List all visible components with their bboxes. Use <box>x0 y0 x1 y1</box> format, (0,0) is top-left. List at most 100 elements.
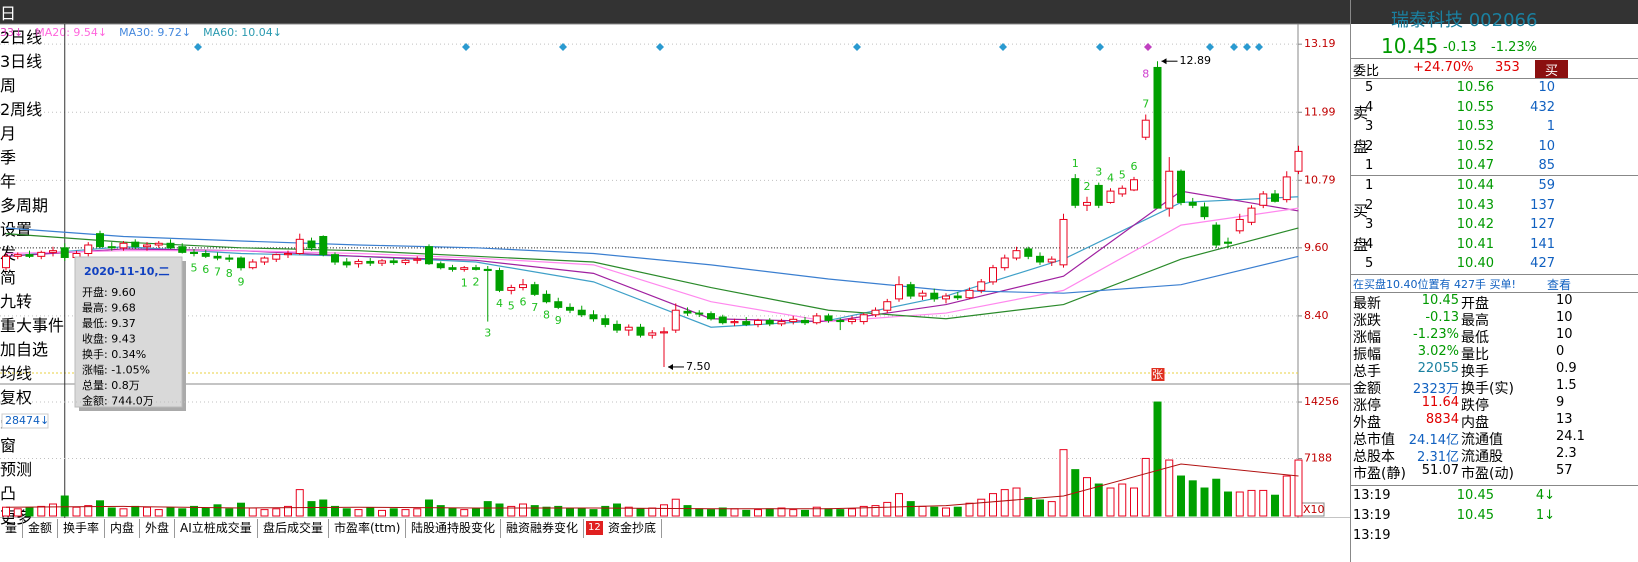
toolbar-button[interactable]: 2日线 <box>0 28 43 47</box>
quote-panel: 瑞泰科技 002066 10.45 -0.13 -1.23% 委比 +24.70% 353 买… <box>1350 0 1638 562</box>
candle-body <box>260 257 269 263</box>
volume-bar <box>707 509 715 517</box>
event-marker <box>1096 43 1104 51</box>
candle-body <box>695 312 704 315</box>
bottom-tab[interactable]: 陆股通持股变化 <box>406 519 502 538</box>
candle-body <box>895 284 903 300</box>
stat-value: -1.23% <box>1413 327 1459 342</box>
candle-body <box>1012 250 1021 259</box>
toolbar-button[interactable]: 九转 <box>0 292 33 311</box>
volume-bar <box>37 505 46 517</box>
sequence-mark: 5 <box>191 261 198 274</box>
volume-bar <box>389 508 398 517</box>
toolbar-button[interactable]: 2周线 <box>0 100 43 119</box>
divider <box>1351 274 1638 275</box>
toolbar-button[interactable]: 简 <box>0 268 17 287</box>
volume-bar <box>378 509 386 517</box>
volume-bar <box>1188 480 1197 517</box>
bottom-tab[interactable]: 量 <box>0 519 24 538</box>
event-marker <box>656 43 664 51</box>
candle-body <box>754 319 762 325</box>
candle-body <box>519 284 527 289</box>
toolbar-button[interactable]: 多周期 <box>0 196 49 215</box>
sequence-mark: 4 <box>496 297 503 310</box>
bottom-tab[interactable]: 融资融券变化 <box>501 519 585 538</box>
candle-body <box>483 268 492 272</box>
tooltip-box <box>74 256 183 408</box>
stat-value: 10 <box>1556 310 1573 325</box>
stat-value: 57 <box>1556 463 1573 478</box>
volume-bar <box>96 500 104 517</box>
volume-bar <box>848 508 856 517</box>
candle-body <box>1083 201 1091 206</box>
bottom-tab[interactable]: 内盘 <box>105 519 141 538</box>
toolbar-button[interactable]: 重大事件 <box>0 316 65 335</box>
book-label: 买 <box>1353 202 1369 220</box>
bottom-tab[interactable]: 金额 <box>23 519 59 538</box>
buy-button[interactable]: 买 <box>1535 60 1569 79</box>
bottom-tab[interactable]: AI立桩成交量 <box>175 519 258 538</box>
level: 3 <box>1365 119 1374 134</box>
volume-bar <box>577 508 586 517</box>
candle-body <box>765 319 774 325</box>
volume-bar <box>1083 477 1091 517</box>
candle-body <box>13 254 22 257</box>
toolbar-button[interactable]: 周 <box>0 76 17 95</box>
toolbar-button[interactable]: 预测 <box>0 460 33 479</box>
candle-body <box>284 253 292 256</box>
toolbar-button[interactable]: 3日线 <box>0 52 43 71</box>
bottom-tab[interactable]: 资金抄底 <box>603 519 663 538</box>
bottom-tab[interactable]: 市盈率(ttm) <box>329 519 407 538</box>
bottom-tab[interactable]: 换手率 <box>58 519 106 538</box>
stat-label: 流通股 <box>1461 449 1503 465</box>
volume-bar <box>754 509 762 517</box>
volume-bar <box>319 499 328 517</box>
toolbar-button[interactable]: 月 <box>0 124 17 143</box>
volume-bar <box>1247 489 1256 517</box>
candle-body <box>378 260 386 264</box>
candle-body <box>977 281 986 291</box>
event-marker <box>194 43 202 51</box>
volume-bar <box>331 505 339 517</box>
sequence-mark: 7 <box>531 301 538 314</box>
candle-body <box>1224 241 1232 244</box>
volume-bar <box>883 501 892 517</box>
volume-bar <box>918 505 927 517</box>
volume-bar <box>671 498 680 517</box>
annotation-label: 7.50 <box>686 360 711 373</box>
volume-bar <box>1282 475 1291 517</box>
candle-body <box>342 261 351 266</box>
toolbar-button[interactable]: 年 <box>0 172 17 191</box>
toolbar-button[interactable]: 凸 <box>0 484 17 503</box>
volume-bar <box>190 505 198 517</box>
divider <box>1351 175 1638 176</box>
candle-body <box>801 319 809 324</box>
stat-label: 最新 <box>1353 296 1381 312</box>
stat-value: 11.64 <box>1421 395 1459 410</box>
bottom-tab[interactable]: 盘后成交量 <box>258 519 330 538</box>
level-qty: 141 <box>1530 236 1555 252</box>
stat-label: 涨跌 <box>1353 313 1381 329</box>
bottom-tab[interactable]: 外盘 <box>140 519 176 538</box>
toolbar-button[interactable]: 季 <box>0 148 17 167</box>
volume-bar <box>589 509 598 517</box>
annotation-arrowhead <box>1161 58 1167 65</box>
candle-body <box>425 246 433 265</box>
toolbar-button[interactable]: 加自选 <box>0 340 49 359</box>
stat-value: 10.45 <box>1421 293 1459 308</box>
candle-body <box>1153 66 1162 209</box>
candle-body <box>1165 170 1174 209</box>
tick-time: 13:19 <box>1353 528 1391 543</box>
level-price: 10.53 <box>1456 119 1494 134</box>
candle-body <box>965 289 974 299</box>
candle-body <box>577 309 586 316</box>
sequence-mark: 4 <box>1107 171 1114 184</box>
candle-body <box>742 321 751 325</box>
stat-value: 2.3 <box>1556 446 1577 461</box>
stat-label: 量比 <box>1461 347 1489 363</box>
event-marker <box>999 43 1007 51</box>
candle-body <box>1047 258 1056 263</box>
toolbar-button[interactable]: 窗 <box>0 436 17 455</box>
notice-link[interactable]: 查看 <box>1547 278 1572 292</box>
toolbar-button[interactable]: 日 <box>0 0 1638 24</box>
